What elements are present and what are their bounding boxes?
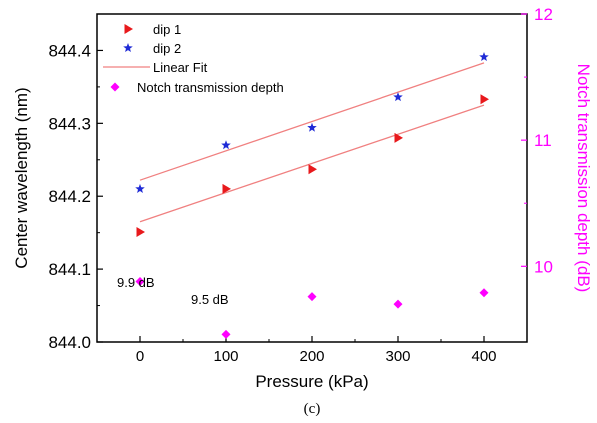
legend-label-dip2: dip 2 <box>153 41 181 56</box>
legend-label-linear-fit: Linear Fit <box>153 60 208 75</box>
y-right-tick-label: 10 <box>534 257 553 276</box>
legend-marker-dip1 <box>124 24 133 34</box>
dip2-point <box>393 92 403 102</box>
dip1-point <box>308 164 317 175</box>
annotation-9-9db: 9.9 dB <box>117 275 155 290</box>
notch-point <box>307 292 317 302</box>
data-points <box>135 52 489 339</box>
x-tick-label: 300 <box>385 348 410 365</box>
legend-marker-notch <box>110 82 120 92</box>
legend-marker-dip2 <box>123 43 133 53</box>
y-left-tick-label: 844.1 <box>48 260 91 279</box>
dip1-point <box>480 94 489 105</box>
x-tick-label: 400 <box>471 348 496 365</box>
x-tick-label: 0 <box>136 348 144 365</box>
annotation-9-5db: 9.5 dB <box>191 292 229 307</box>
x-axis-label: Pressure (kPa) <box>255 372 368 391</box>
y-right-tick-label: 11 <box>534 131 552 150</box>
dip1-point <box>136 226 145 237</box>
dip2-point <box>221 140 231 150</box>
legend-label-dip1: dip 1 <box>153 22 181 37</box>
dip2-point <box>479 52 489 62</box>
dip2-point <box>135 183 145 193</box>
x-tick-label: 200 <box>299 348 324 365</box>
notch-point <box>479 288 489 298</box>
axis-ticks: 0 100 200 300 400 844.0 844.1 844.2 844.3 844.4 10… <box>48 5 552 365</box>
dip1-point <box>222 183 231 194</box>
notch-point <box>135 276 145 286</box>
y-left-tick-label: 844.0 <box>48 333 91 352</box>
y-axis-label-right: Notch transmission depth (dB) <box>574 64 593 293</box>
notch-point <box>393 299 403 309</box>
legend: dip 1 dip 2 Linear Fit Notch transmissio… <box>103 22 284 95</box>
y-right-tick-label: 12 <box>534 5 553 24</box>
notch-point <box>221 329 231 339</box>
fit-line-dip2 <box>139 62 485 181</box>
y-left-tick-label: 844.3 <box>48 114 91 133</box>
y-left-tick-label: 844.4 <box>48 41 91 60</box>
y-axis-label-left: Center wavelength (nm) <box>12 87 31 268</box>
fit-line-dip1 <box>139 104 485 223</box>
y-left-tick-label: 844.2 <box>48 187 91 206</box>
dip2-point <box>307 122 317 132</box>
dip1-point <box>394 132 403 143</box>
legend-label-notch: Notch transmission depth <box>137 80 284 95</box>
figure-caption: (c) <box>304 401 321 417</box>
annotations: 9.9 dB 9.5 dB <box>117 275 229 307</box>
x-tick-label: 100 <box>213 348 238 365</box>
fit-lines <box>139 62 485 223</box>
